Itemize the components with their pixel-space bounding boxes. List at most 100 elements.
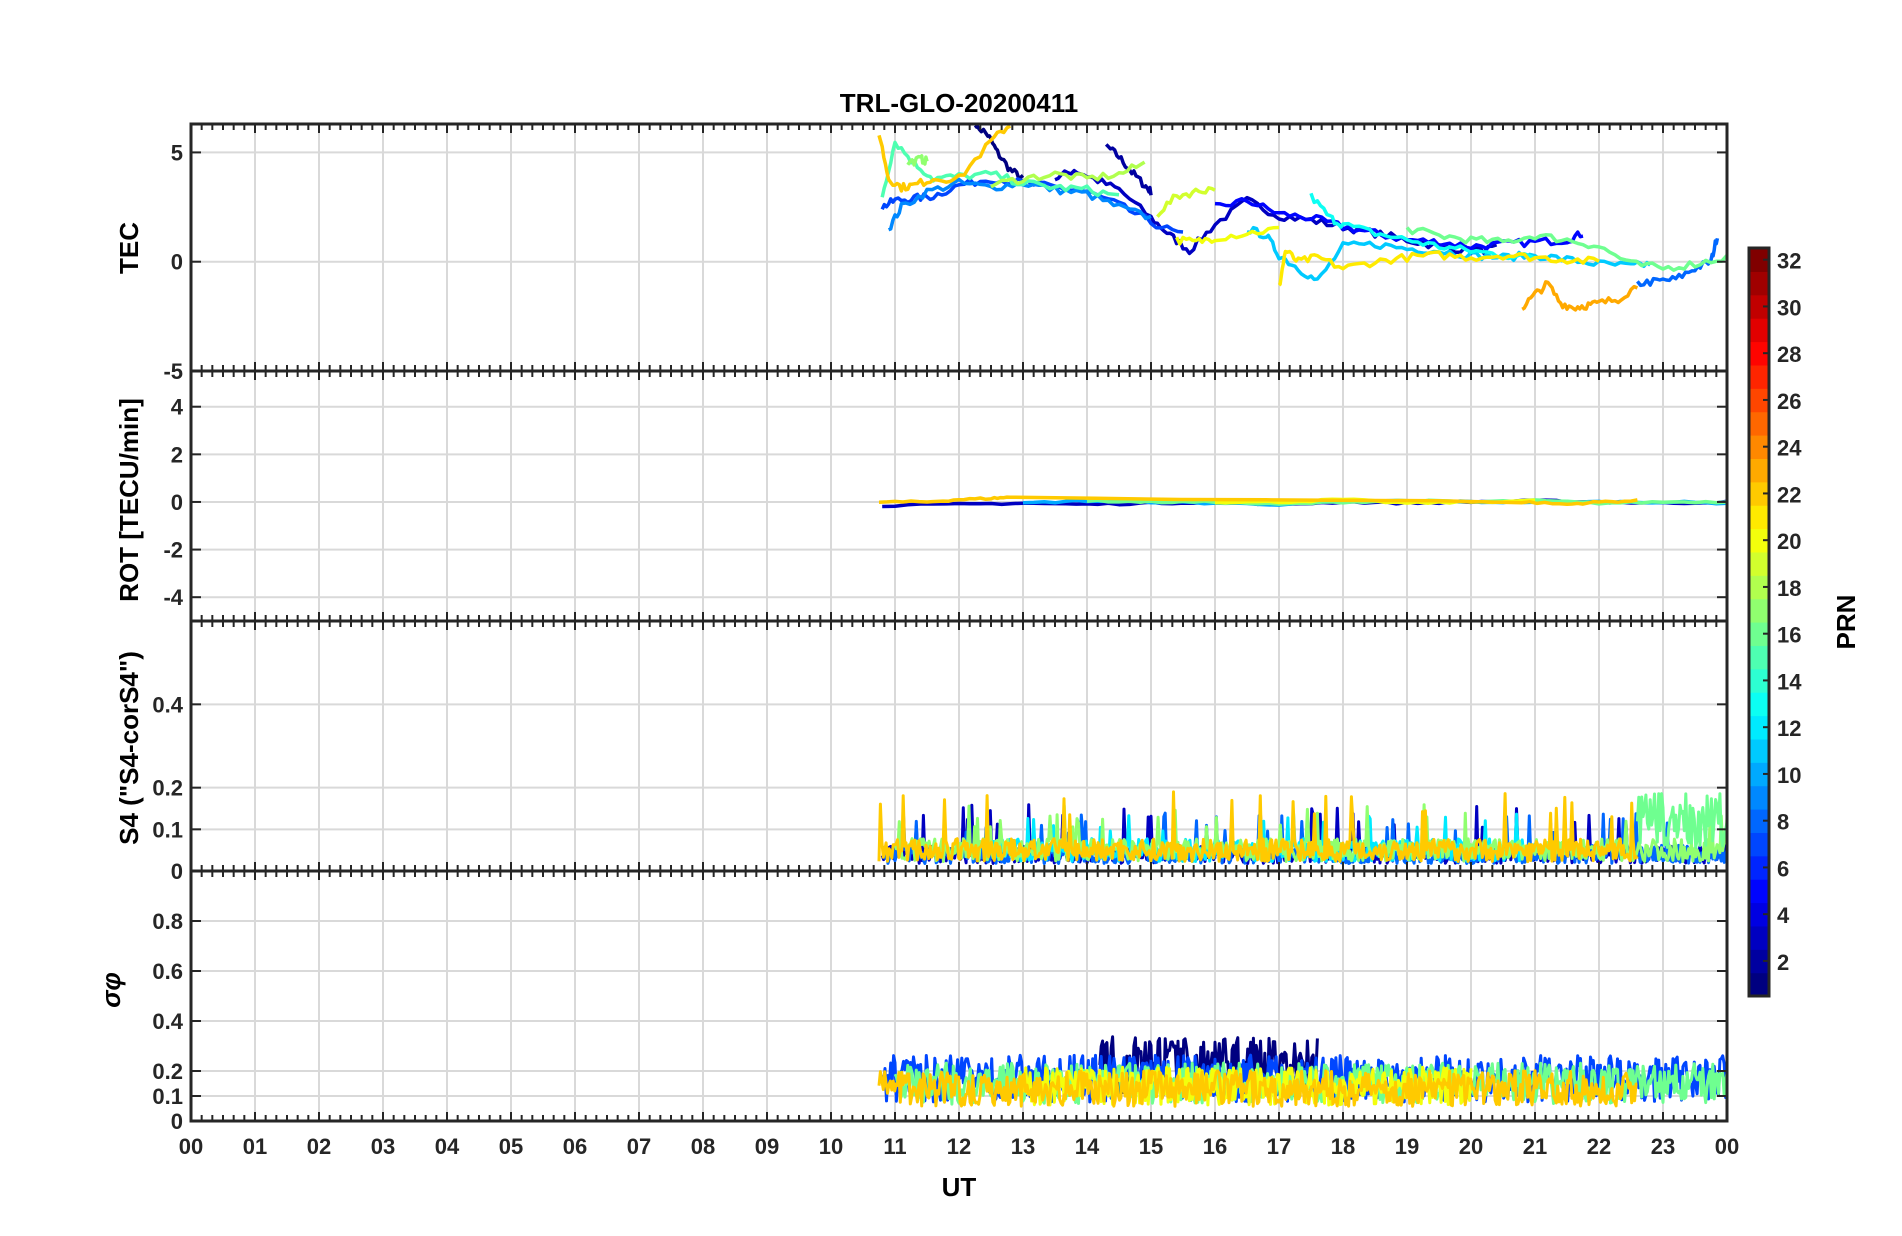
- panel-sigma-phi: 00.10.2 0.4 0.6 0.8 σφ: [96, 869, 1729, 1134]
- x-tick-label: 23: [1651, 1134, 1675, 1159]
- x-tick-label: 00: [1715, 1134, 1739, 1159]
- colorbar-band: [1749, 271, 1769, 296]
- colorbar-band: [1749, 738, 1769, 763]
- x-tick-label: 19: [1395, 1134, 1419, 1159]
- rot-series: [878, 495, 1728, 509]
- series-line-prn-17: [906, 154, 929, 167]
- colorbar-band: [1749, 949, 1769, 974]
- x-tick-label: 04: [435, 1134, 460, 1159]
- colorbar-tick-label: 12: [1777, 716, 1801, 741]
- colorbar-band: [1749, 481, 1769, 506]
- y-tick-label: 2: [171, 442, 183, 467]
- series-line-prn-18: [990, 160, 1146, 189]
- colorbar-band: [1749, 318, 1769, 343]
- y-tick-label: 0.1: [152, 1084, 183, 1109]
- colorbar-tick-label: 4: [1777, 903, 1790, 928]
- colorbar-band: [1749, 528, 1769, 553]
- colorbar-tick-label: 14: [1777, 669, 1802, 694]
- tec-grid: [191, 124, 1727, 371]
- x-axis-label: UT: [942, 1172, 977, 1202]
- y-tick-label: -5: [163, 359, 183, 384]
- panel-tec: -5 0 5 TEC: [114, 122, 1729, 384]
- colorbar-band: [1749, 925, 1769, 950]
- y-tick-label: 0.2: [152, 1059, 183, 1084]
- colorbar-band: [1749, 832, 1769, 857]
- panel-s4: 0 0.1 0.2 0.4 S4 ("S4-corS4"): [114, 619, 1729, 884]
- x-tick-label: 07: [627, 1134, 651, 1159]
- series-line-prn-2: [1104, 143, 1153, 196]
- y-tick-label: 5: [171, 140, 183, 165]
- tec-series: [877, 124, 1729, 312]
- sigma-ylabel: σφ: [96, 972, 126, 1008]
- series-line-prn-13: [1309, 192, 1536, 261]
- x-tick-label: 11: [883, 1134, 906, 1159]
- x-tick-labels: 00 01 02 03 04 05 06 07 08 09 10 11 12 13 14 15 16 17 18 19…: [179, 1134, 1739, 1159]
- colorbar-band: [1749, 809, 1769, 833]
- colorbar-band: [1749, 668, 1769, 693]
- series-line-prn-16: [1405, 226, 1729, 272]
- colorbar-band: [1749, 879, 1769, 904]
- series-line-prn-21: [1277, 249, 1600, 287]
- series-line-prn-23: [1521, 280, 1639, 312]
- x-tick-label: 13: [1011, 1134, 1035, 1159]
- rot-ticks: -4 -2 0 2 4: [163, 371, 1727, 621]
- series-line-prn-3: [1054, 168, 1498, 256]
- colorbar-band: [1749, 855, 1769, 880]
- colorbar-tick-label: 20: [1777, 529, 1801, 554]
- colorbar-tick-label: 16: [1777, 623, 1801, 648]
- colorbar-tick-label: 24: [1777, 436, 1802, 461]
- y-tick-label: 0: [171, 490, 183, 515]
- colorbar-band: [1749, 762, 1769, 787]
- panel-rot: -4 -2 0 2 4 ROT [TECU/min]: [114, 369, 1729, 623]
- colorbar-band: [1749, 435, 1769, 459]
- x-tick-label: 12: [947, 1134, 971, 1159]
- series-trace-prn-16: [1635, 792, 1729, 849]
- y-tick-label: 0.1: [152, 817, 183, 842]
- colorbar-frame: [1747, 246, 1771, 998]
- x-tick-label: 08: [691, 1134, 715, 1159]
- colorbar-tick-label: 28: [1777, 342, 1801, 367]
- x-tick-label: 06: [563, 1134, 587, 1159]
- x-tick-label: 14: [1075, 1134, 1100, 1159]
- colorbar-tick-label: 10: [1777, 763, 1801, 788]
- y-tick-label: 0: [171, 859, 183, 884]
- y-tick-label: 0.8: [152, 909, 183, 934]
- y-tick-label: 0.4: [152, 692, 183, 717]
- x-tick-label: 09: [755, 1134, 779, 1159]
- rot-ylabel: ROT [TECU/min]: [114, 398, 144, 602]
- colorbar-tick-label: 8: [1777, 810, 1789, 835]
- colorbar-band: [1749, 458, 1769, 483]
- series-line-prn-8: [1636, 237, 1720, 288]
- x-tick-label: 00: [179, 1134, 203, 1159]
- colorbar-band: [1749, 598, 1769, 623]
- colorbar-tick-label: 22: [1777, 482, 1801, 507]
- colorbar-band: [1749, 248, 1769, 272]
- series-line-prn-20: [1175, 225, 1280, 246]
- colorbar-band: [1749, 972, 1769, 997]
- y-tick-label: 0: [171, 250, 183, 275]
- x-tick-label: 05: [499, 1134, 523, 1159]
- s4-ylabel: S4 ("S4-corS4"): [114, 651, 144, 845]
- x-tick-label: 02: [307, 1134, 331, 1159]
- colorbar-tick-label: 2: [1777, 950, 1789, 975]
- colorbar-band: [1749, 294, 1769, 319]
- colorbar-tick-label: 32: [1777, 249, 1801, 274]
- y-tick-label: 0.2: [152, 776, 183, 801]
- colorbar-band: [1749, 575, 1769, 600]
- series-line-prn-1: [973, 124, 1025, 181]
- x-tick-label: 16: [1203, 1134, 1227, 1159]
- colorbar-band: [1749, 902, 1769, 927]
- y-tick-label: 4: [171, 395, 184, 420]
- x-tick-label: 10: [819, 1134, 843, 1159]
- x-tick-label: 17: [1267, 1134, 1291, 1159]
- series-trace-prn-22: [877, 790, 1639, 864]
- x-tick-label: 03: [371, 1134, 395, 1159]
- colorbar-band: [1749, 505, 1769, 530]
- sigma-axes-frame: [189, 869, 1729, 1123]
- series-trace-prn-22: [877, 1069, 1638, 1108]
- colorbar-band: [1749, 645, 1769, 670]
- colorbar-band: [1749, 715, 1769, 740]
- series-line-prn-9: [887, 177, 1152, 232]
- colorbar-band: [1749, 341, 1769, 366]
